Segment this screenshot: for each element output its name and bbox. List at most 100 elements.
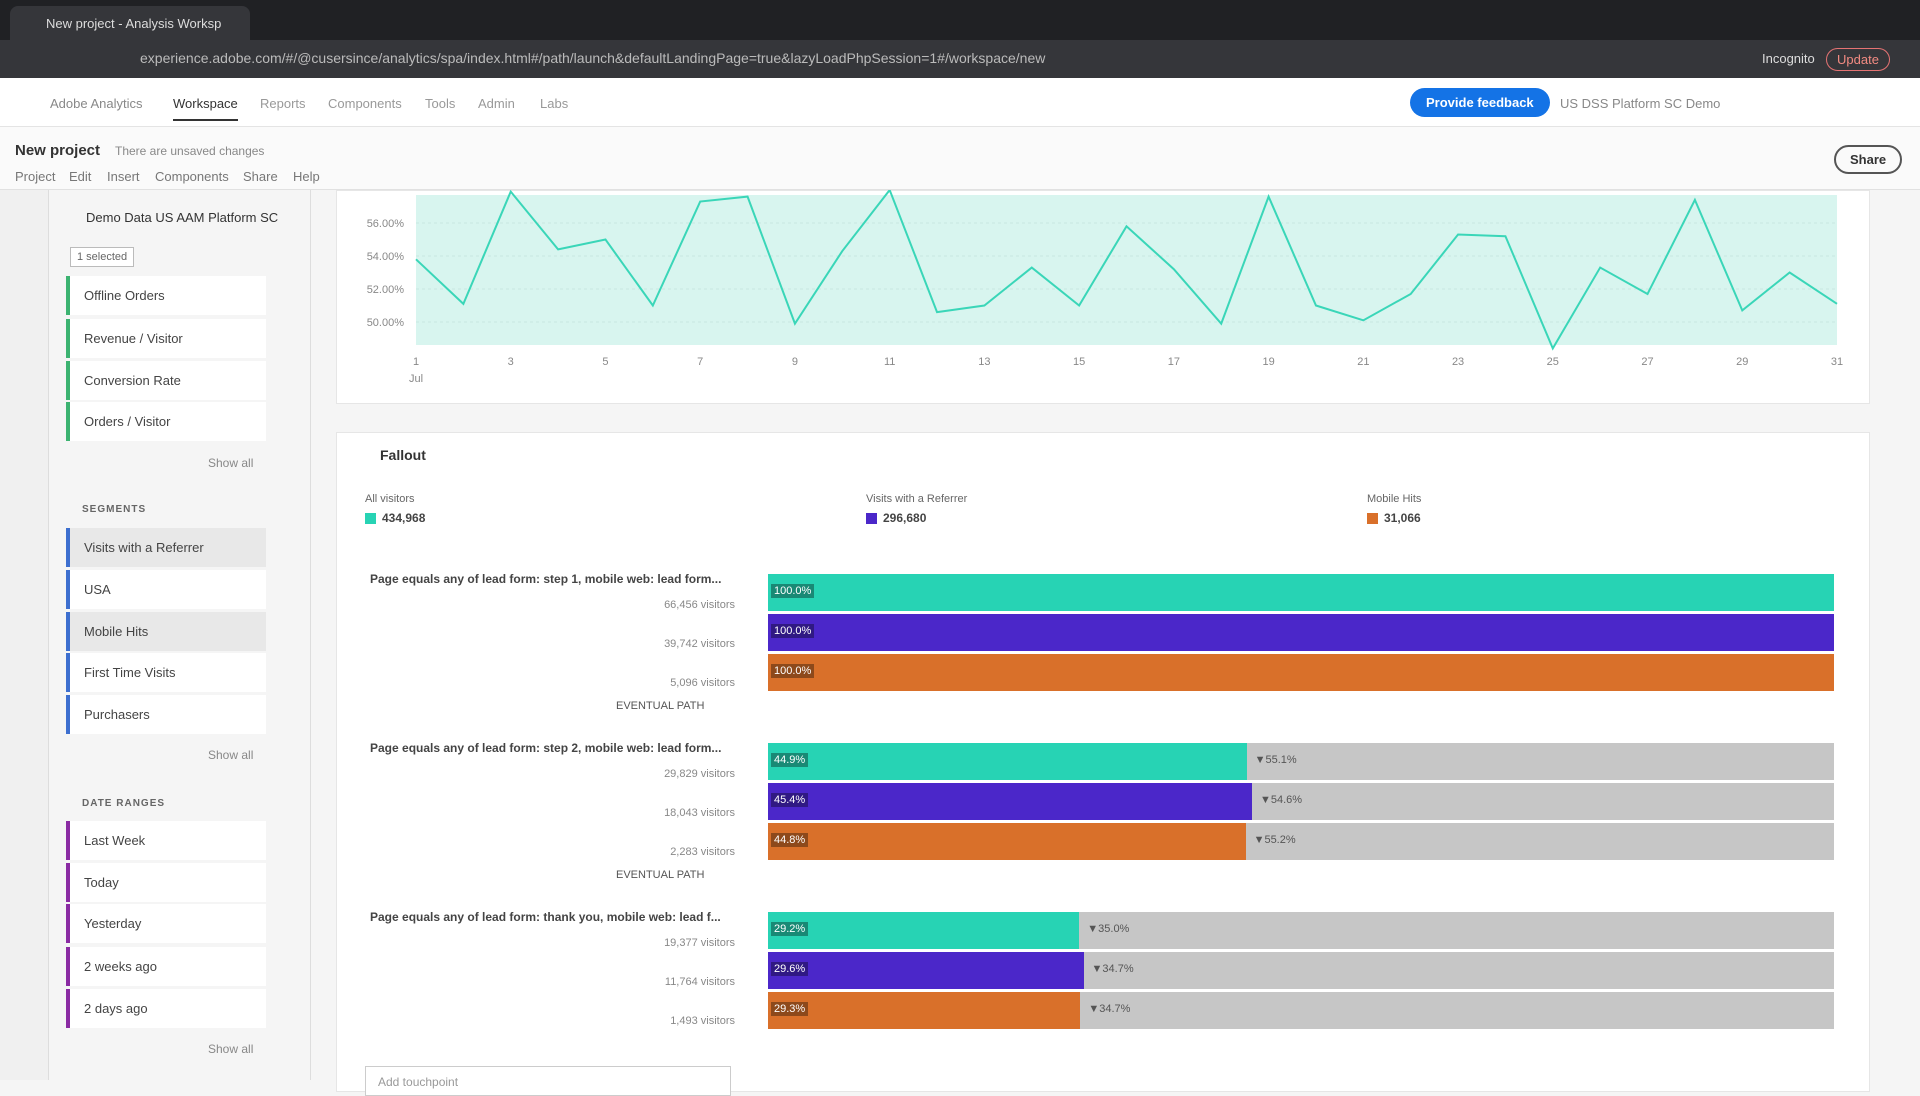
value-label: 100.0% — [771, 624, 815, 638]
value-label: 45.4% — [771, 793, 809, 807]
x-tick-label: 13 — [978, 356, 990, 368]
component-item[interactable]: Today — [66, 863, 266, 902]
drop-label: ▼55.2% — [1253, 834, 1296, 846]
x-tick-label: 21 — [1357, 356, 1369, 368]
nav-item[interactable]: Reports — [260, 96, 306, 111]
nav-item[interactable]: Workspace — [173, 96, 238, 121]
x-tick-label: 19 — [1262, 356, 1274, 368]
component-item[interactable]: Orders / Visitor — [66, 402, 266, 441]
value-label: 100.0% — [771, 584, 815, 598]
menu-item[interactable]: Edit — [69, 169, 92, 184]
section-header: SEGMENTS — [82, 504, 147, 515]
legend-total: 31,066 — [1384, 511, 1421, 525]
x-tick-label: 1 — [413, 356, 419, 368]
report-suite[interactable]: Demo Data US AAM Platform SC — [86, 210, 279, 225]
legend-name: All visitors — [365, 493, 415, 505]
component-item[interactable]: Mobile Hits — [66, 612, 266, 651]
component-item[interactable]: First Time Visits — [66, 653, 266, 692]
org-name[interactable]: US DSS Platform SC Demo — [1560, 96, 1721, 111]
x-tick-label: 17 — [1168, 356, 1180, 368]
project-title: New project — [15, 142, 101, 159]
visitor-label: 29,829 visitors — [664, 768, 735, 780]
menu-item[interactable]: Help — [293, 169, 320, 184]
bar[interactable] — [768, 912, 1080, 949]
legend-name: Mobile Hits — [1367, 493, 1422, 505]
value-label: 29.3% — [771, 1002, 809, 1016]
value-label: 44.8% — [771, 833, 809, 847]
bar[interactable] — [768, 952, 1084, 989]
y-tick-label: 50.00% — [367, 317, 405, 329]
address-bar — [0, 40, 1920, 78]
step-label: Page equals any of lead form: thank you,… — [370, 910, 721, 924]
bar[interactable] — [768, 783, 1252, 820]
nav-item[interactable]: Labs — [540, 96, 569, 111]
x-tick-label: 27 — [1641, 356, 1653, 368]
url[interactable]: experience.adobe.com/#/@cusersince/analy… — [140, 50, 1046, 66]
bar[interactable] — [768, 743, 1247, 780]
x-tick-label: 23 — [1452, 356, 1464, 368]
component-item[interactable]: Conversion Rate — [66, 361, 266, 400]
visitor-label: 2,283 visitors — [670, 846, 735, 858]
nav-item[interactable]: Admin — [478, 96, 515, 111]
bar[interactable] — [768, 823, 1246, 860]
feedback-button[interactable]: Provide feedback — [1410, 88, 1550, 117]
x-tick-label: 3 — [508, 356, 514, 368]
nav-item[interactable]: Components — [328, 96, 402, 111]
tab-bar — [0, 0, 1920, 40]
add-touchpoint[interactable]: Add touchpoint — [365, 1066, 731, 1096]
x-sub-label: Jul — [409, 373, 423, 385]
share-button[interactable]: Share — [1834, 145, 1903, 174]
component-item[interactable]: Revenue / Visitor — [66, 319, 266, 358]
x-tick-label: 25 — [1547, 356, 1559, 368]
component-item[interactable]: Purchasers — [66, 695, 266, 734]
drop-label: ▼34.7% — [1088, 1003, 1131, 1015]
component-item[interactable]: Yesterday — [66, 904, 266, 943]
show-all[interactable]: Show all — [208, 1042, 254, 1056]
visitor-label: 19,377 visitors — [664, 937, 735, 949]
tab[interactable]: New project - Analysis Worksp — [10, 6, 250, 40]
x-tick-label: 5 — [602, 356, 608, 368]
component-item[interactable]: 2 weeks ago — [66, 947, 266, 986]
x-tick-label: 11 — [884, 356, 895, 368]
visitor-label: 18,043 visitors — [664, 807, 735, 819]
update-button[interactable]: Update — [1826, 48, 1890, 71]
bar[interactable] — [768, 574, 1834, 611]
component-item[interactable]: Visits with a Referrer — [66, 528, 266, 567]
value-label: 29.6% — [771, 962, 809, 976]
x-tick-label: 29 — [1736, 356, 1748, 368]
component-item[interactable]: Offline Orders — [66, 276, 266, 315]
path-label[interactable]: EVENTUAL PATH — [616, 869, 705, 881]
visitor-label: 66,456 visitors — [664, 599, 735, 611]
component-item[interactable]: Last Week — [66, 821, 266, 860]
show-all[interactable]: Show all — [208, 456, 254, 470]
panel-title: Fallout — [380, 447, 426, 463]
product-name[interactable]: Adobe Analytics — [50, 96, 143, 111]
menu-item[interactable]: Components — [155, 169, 229, 184]
legend-swatch — [1367, 513, 1378, 524]
value-label: 29.2% — [771, 922, 809, 936]
incognito: Incognito — [1762, 51, 1815, 66]
path-label[interactable]: EVENTUAL PATH — [616, 700, 705, 712]
component-item[interactable]: USA — [66, 570, 266, 609]
visitor-label: 1,493 visitors — [670, 1015, 735, 1027]
x-tick-label: 7 — [697, 356, 703, 368]
step-label: Page equals any of lead form: step 1, mo… — [370, 572, 722, 586]
visitor-label: 5,096 visitors — [670, 677, 735, 689]
drop-label: ▼55.1% — [1254, 754, 1297, 766]
value-label: 44.9% — [771, 753, 809, 767]
menu-item[interactable]: Project — [15, 169, 56, 184]
section-header: DATE RANGES — [82, 798, 166, 809]
bar[interactable] — [768, 614, 1834, 651]
legend-total: 296,680 — [883, 511, 927, 525]
bar[interactable] — [768, 654, 1834, 691]
menu-item[interactable]: Share — [243, 169, 278, 184]
nav-item[interactable]: Tools — [425, 96, 456, 111]
project-status: There are unsaved changes — [115, 144, 265, 158]
bar[interactable] — [768, 992, 1081, 1029]
show-all[interactable]: Show all — [208, 748, 254, 762]
project-header — [0, 127, 1920, 190]
selected-chip[interactable]: 1 selected — [70, 247, 135, 267]
menu-item[interactable]: Insert — [107, 169, 140, 184]
component-item[interactable]: 2 days ago — [66, 989, 266, 1028]
line — [415, 190, 1838, 351]
